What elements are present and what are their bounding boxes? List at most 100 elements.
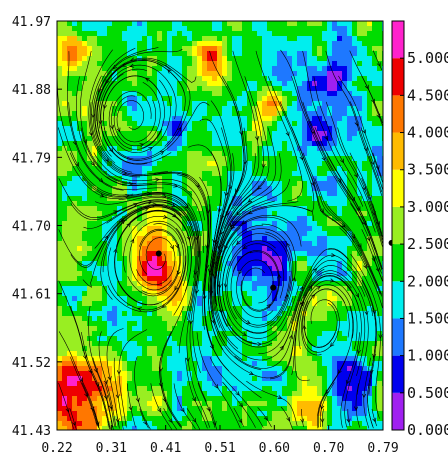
heat-cell (327, 106, 333, 112)
heat-cell (252, 251, 258, 257)
heat-cell (162, 266, 168, 272)
heat-cell (367, 256, 373, 262)
heat-cell (252, 71, 258, 77)
heat-cell (217, 176, 223, 182)
heat-cell (262, 106, 268, 112)
heat-cell (122, 261, 128, 267)
heat-cell (242, 91, 248, 97)
heat-cell (122, 301, 128, 307)
heat-cell (282, 61, 288, 67)
heat-cell (267, 121, 273, 127)
heat-cell (57, 321, 63, 327)
heat-cell (312, 46, 318, 52)
heat-cell (187, 71, 193, 77)
heat-cell (157, 81, 163, 87)
heat-cell (247, 96, 253, 102)
heat-cell (147, 271, 153, 277)
heat-cell (157, 231, 163, 237)
heat-cell (277, 61, 283, 67)
heat-cell (267, 106, 273, 112)
heat-cell (247, 151, 253, 157)
heat-cell (207, 196, 213, 202)
heat-cell (272, 106, 278, 112)
heat-cell (157, 141, 163, 147)
heat-cell (137, 61, 143, 67)
heat-cell (317, 236, 323, 242)
heat-cell (77, 371, 83, 377)
heat-cell (192, 126, 198, 132)
heat-cell (337, 316, 343, 322)
heat-cell (177, 146, 183, 152)
heat-cell (222, 361, 228, 367)
heat-cell (57, 236, 63, 242)
heat-cell (112, 231, 118, 237)
heat-cell (77, 341, 83, 347)
heat-cell (162, 61, 168, 67)
heat-cell (157, 396, 163, 402)
heat-cell (157, 71, 163, 77)
heat-cell (277, 296, 283, 302)
heat-cell (182, 271, 188, 277)
heat-cell (362, 26, 368, 32)
heat-cell (212, 101, 218, 107)
heat-cell (127, 31, 133, 37)
heat-cell (327, 226, 333, 232)
heat-cell (62, 51, 68, 57)
heat-cell (97, 106, 103, 112)
heat-cell (317, 41, 323, 47)
heat-cell (62, 116, 68, 122)
heat-cell (167, 371, 173, 377)
heat-cell (107, 26, 113, 32)
heat-cell (107, 131, 113, 137)
heat-cell (347, 266, 353, 272)
heat-cell (292, 91, 298, 97)
heat-cell (102, 96, 108, 102)
heat-cell (202, 356, 208, 362)
heat-cell (352, 86, 358, 92)
heat-cell (197, 56, 203, 62)
heat-cell (227, 121, 233, 127)
heat-cell (262, 241, 268, 247)
heat-cell (277, 106, 283, 112)
heat-cell (197, 336, 203, 342)
heat-cell (97, 221, 103, 227)
heat-cell (112, 396, 118, 402)
heat-cell (242, 281, 248, 287)
heat-cell (302, 181, 308, 187)
heat-cell (232, 356, 238, 362)
heat-cell (372, 131, 378, 137)
heat-cell (332, 151, 338, 157)
heat-cell (117, 91, 123, 97)
heat-cell (92, 306, 98, 312)
heat-cell (72, 366, 78, 372)
heat-cell (127, 266, 133, 272)
heat-cell (62, 211, 68, 217)
heat-cell (167, 106, 173, 112)
heat-cell (217, 346, 223, 352)
heat-cell (377, 96, 383, 102)
heat-cell (117, 56, 123, 62)
heat-cell (357, 76, 363, 82)
heat-cell (102, 346, 108, 352)
heat-cell (292, 121, 298, 127)
heat-cell (92, 176, 98, 182)
heat-cell (212, 321, 218, 327)
heat-cell (62, 26, 68, 32)
heat-cell (267, 186, 273, 192)
heat-cell (142, 121, 148, 127)
heat-cell (302, 141, 308, 147)
heat-cell (312, 366, 318, 372)
heat-cell (197, 136, 203, 142)
heat-cell (342, 111, 348, 117)
heat-cell (112, 156, 118, 162)
heat-cell (257, 246, 263, 252)
heat-cell (307, 216, 313, 222)
heat-cell (192, 101, 198, 107)
heat-cell (207, 171, 213, 177)
heat-cell (307, 126, 313, 132)
heat-cell (342, 381, 348, 387)
heat-cell (312, 216, 318, 222)
heat-cell (172, 36, 178, 42)
heat-cell (117, 146, 123, 152)
heat-cell (137, 71, 143, 77)
